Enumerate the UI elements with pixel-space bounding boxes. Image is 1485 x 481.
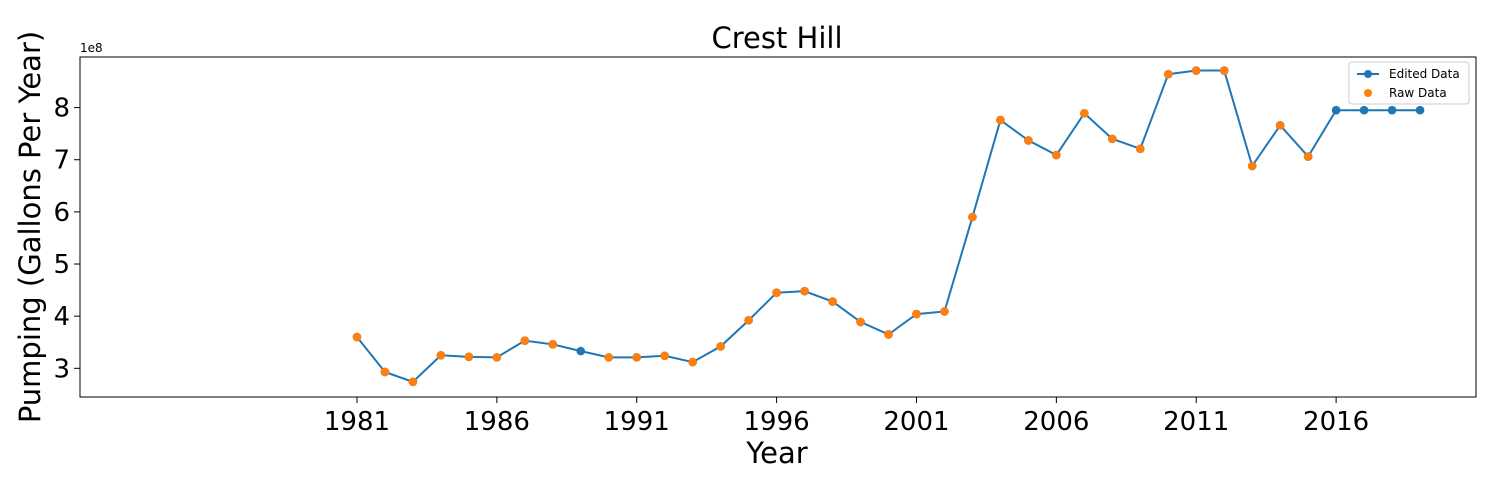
plot-area: [352, 66, 1425, 387]
raw-data-point: [688, 357, 697, 367]
legend-raw-data-label: Raw Data: [1389, 86, 1447, 100]
x-tick-label: 1981: [324, 407, 390, 437]
raw-data-point: [800, 286, 809, 296]
x-tick-label: 2001: [883, 407, 949, 437]
raw-data-point: [352, 332, 362, 342]
raw-data-point: [744, 316, 753, 325]
edited-data-point: [1387, 105, 1397, 115]
raw-data-point: [492, 353, 502, 362]
x-tick-label: 2011: [1163, 407, 1229, 437]
plot-frame: [79, 56, 1477, 398]
raw-data-point: [968, 212, 977, 222]
x-axis-label: Year: [745, 436, 807, 470]
raw-data-point: [408, 377, 418, 387]
edited-data-point: [1415, 105, 1425, 115]
chart-title: Crest Hill: [711, 21, 842, 55]
raw-data-point: [996, 115, 1005, 125]
raw-data-point: [548, 340, 558, 349]
raw-data-point: [1247, 161, 1257, 171]
raw-data-point: [1052, 150, 1061, 160]
raw-data-point: [716, 342, 725, 351]
edited-data-point: [1359, 105, 1369, 115]
y-tick-label: 3: [53, 354, 70, 384]
raw-data-point: [1303, 152, 1313, 161]
y-axis-label: Pumping (Gallons Per Year): [13, 31, 47, 423]
legend-box: [1348, 61, 1470, 105]
raw-data-point: [380, 367, 390, 377]
raw-data-point: [940, 307, 949, 316]
raw-data-point: [1024, 136, 1033, 145]
raw-data-point: [436, 350, 446, 360]
raw-data-point: [632, 353, 642, 362]
raw-data-point: [772, 288, 781, 298]
x-tick-label: 2016: [1303, 407, 1369, 437]
edited-data-point: [1331, 105, 1341, 115]
y-tick-label: 6: [53, 198, 70, 228]
x-tick-label: 2006: [1023, 407, 1089, 437]
raw-data-point: [464, 352, 474, 362]
raw-data-point: [1135, 144, 1145, 154]
legend-edited-data-marker: [1364, 70, 1372, 78]
y-axis-ticks: 3 4 5 6 7 8: [53, 94, 80, 384]
x-tick-label: 1996: [744, 407, 810, 437]
raw-data-point: [856, 317, 865, 327]
raw-data-point: [828, 297, 837, 306]
x-tick-label: 1991: [604, 407, 670, 437]
legend: Edited Data Raw Data: [1348, 61, 1470, 105]
raw-data-point: [1080, 109, 1089, 118]
raw-data-point: [1275, 121, 1285, 130]
edited-data-point: [576, 346, 586, 356]
y-tick-label: 8: [53, 94, 70, 124]
raw-data-point: [1163, 69, 1173, 79]
y-axis-offset-text: 1e8: [80, 41, 103, 55]
y-tick-label: 4: [53, 302, 70, 332]
y-tick-label: 7: [53, 146, 70, 176]
raw-data-point: [1219, 66, 1229, 75]
raw-data-point: [1108, 134, 1117, 144]
raw-data-point: [884, 330, 893, 339]
raw-data-point: [604, 353, 614, 362]
y-tick-label: 5: [53, 250, 70, 280]
x-tick-label: 1986: [464, 407, 530, 437]
legend-edited-data-label: Edited Data: [1389, 67, 1460, 81]
raw-data-point: [660, 351, 669, 361]
raw-data-point: [912, 309, 921, 319]
legend-raw-data-marker: [1364, 89, 1372, 97]
x-axis-ticks: 1981 1986 1991 1996 2001 2006 2011 2016: [324, 397, 1369, 437]
raw-data-point: [1191, 66, 1201, 75]
raw-data-point: [520, 336, 530, 345]
